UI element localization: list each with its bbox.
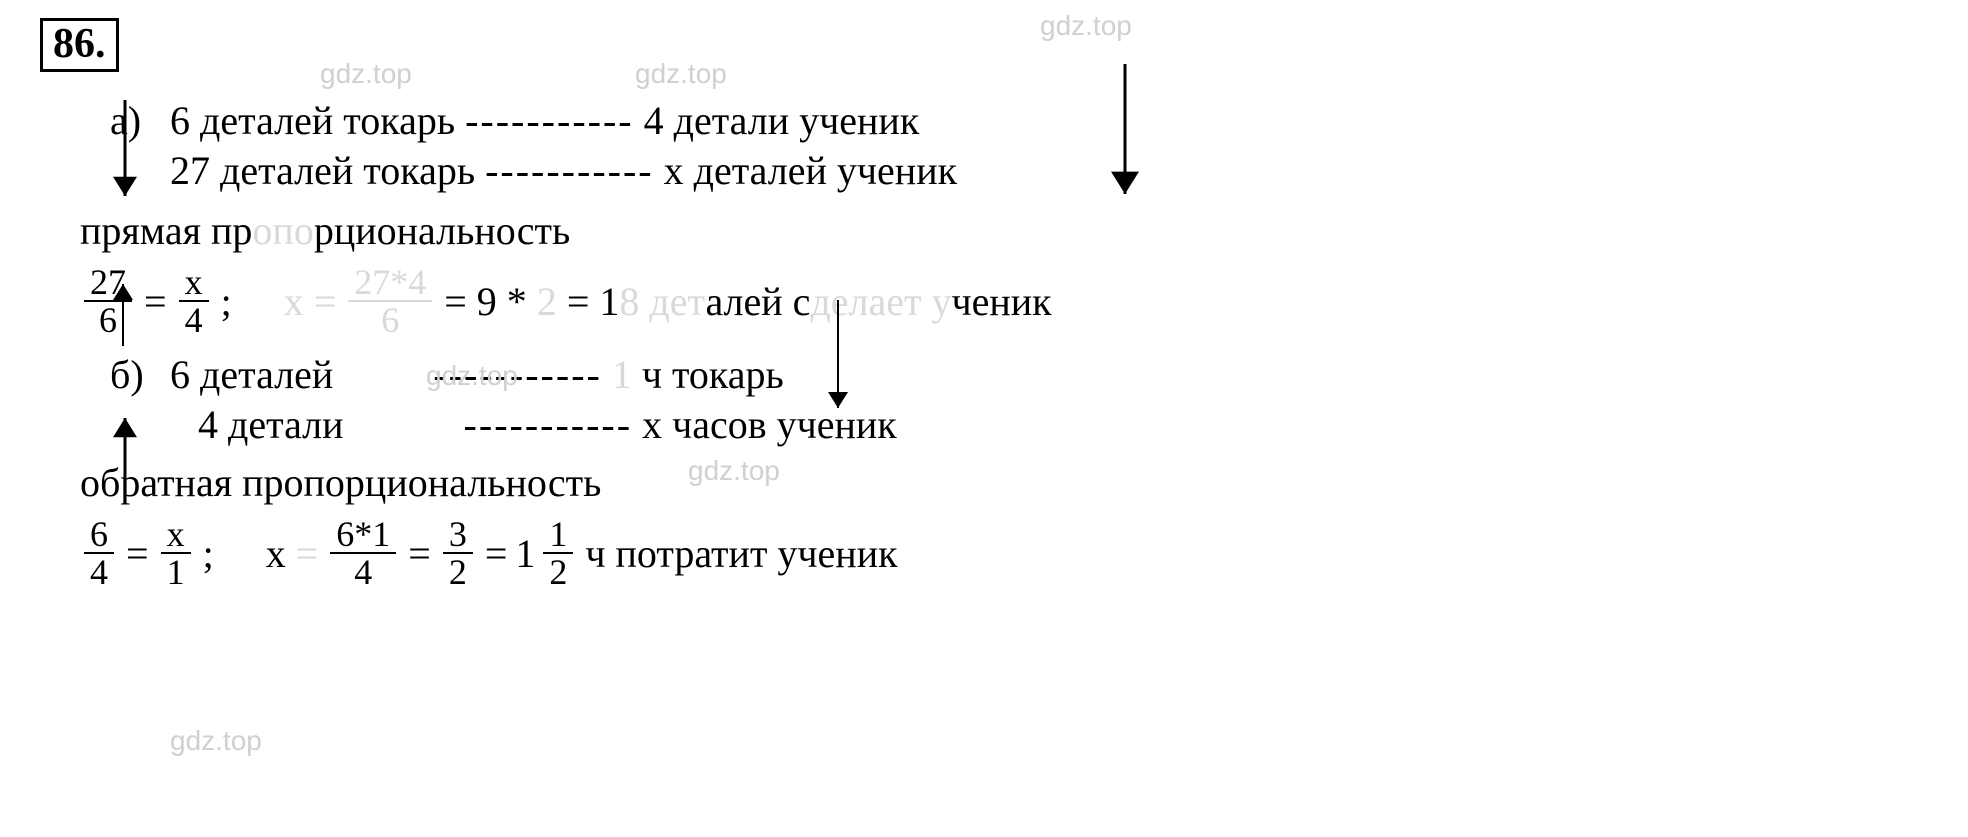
a-line2-right: х деталей ученик xyxy=(664,148,957,193)
frac-num: 27 xyxy=(84,264,132,302)
semicolon: ; xyxy=(203,530,214,577)
ghost-text: делает у xyxy=(810,279,951,324)
frac-den: 4 xyxy=(179,302,209,338)
b-line2-right: х часов ученик xyxy=(642,402,897,447)
equals-sign: = xyxy=(408,530,431,577)
mixed-whole: 1 xyxy=(515,530,535,577)
frac-num: 1 xyxy=(543,516,573,554)
a-line2-left: 27 деталей токарь xyxy=(170,148,475,193)
frac-den: 1 xyxy=(161,554,191,590)
ghost-text: опо xyxy=(252,208,313,253)
a-type-prefix: прямая пр xyxy=(80,208,252,253)
watermark: gdz.top xyxy=(320,58,412,90)
mixed-fraction: 1 1 2 xyxy=(515,516,577,590)
problem-number-box: 86. xyxy=(40,18,119,72)
frac-den: 4 xyxy=(330,554,396,590)
watermark: gdz.top xyxy=(635,58,727,90)
dash-icon: ----------- xyxy=(464,402,633,447)
b-eq-tail: ч потратит ученик xyxy=(585,530,897,577)
b-line1: б) 6 деталей ----------- 1 ч токарь xyxy=(40,354,1928,396)
frac-num: 27*4 xyxy=(348,264,432,302)
dash-icon: ----------- xyxy=(465,98,634,143)
a-label: а) xyxy=(110,100,160,142)
fraction-icon: 6 4 xyxy=(84,516,114,590)
semicolon: ; xyxy=(221,278,232,325)
b-line2-left: 4 детали xyxy=(198,402,344,447)
fraction-icon: 1 2 xyxy=(543,516,573,590)
fraction-icon: x 4 xyxy=(179,264,209,338)
frac-num: 3 xyxy=(443,516,473,554)
a-eq-result: = 9 * 2 = 18 деталей сделает ученик xyxy=(444,278,1051,325)
watermark: gdz.top xyxy=(1040,10,1132,42)
watermark: gdz.top xyxy=(170,725,262,757)
a-line1-left: 6 деталей токарь xyxy=(170,98,455,143)
fraction-icon: x 1 xyxy=(161,516,191,590)
b-line1-right-rest: ч токарь xyxy=(632,352,784,397)
frac-num: 6 xyxy=(84,516,114,554)
x-eq: x = xyxy=(266,530,319,577)
a-type-suffix: рциональность xyxy=(314,208,570,253)
eq-seg: = 1 xyxy=(567,279,620,324)
fraction-icon: 6*1 4 xyxy=(330,516,396,590)
frac-den: 2 xyxy=(443,554,473,590)
b-equation: 6 4 = x 1 ; x = 6*1 4 = 3 2 = 1 1 2 ч по… xyxy=(40,516,1928,590)
equals-sign: = xyxy=(126,530,149,577)
problem-number: 86. xyxy=(53,21,106,67)
ghost-text: 2 xyxy=(537,279,567,324)
b-line2: 4 детали ----------- х часов ученик xyxy=(40,404,1928,446)
frac-den: 4 xyxy=(84,554,114,590)
a-line1-right: 4 детали ученик xyxy=(644,98,920,143)
fraction-icon: 27 6 xyxy=(84,264,132,338)
fraction-icon: 27*4 6 xyxy=(348,264,432,338)
a-type: прямая пропорциональность xyxy=(40,210,1928,252)
ghost-x-eq: x = xyxy=(284,278,337,325)
frac-den: 6 xyxy=(84,302,132,338)
equals-sign: = xyxy=(485,530,508,577)
eq-seg: = 9 * xyxy=(444,279,527,324)
equals-sign: = xyxy=(144,278,167,325)
frac-den: 6 xyxy=(348,302,432,338)
eq-seg: ченик xyxy=(952,279,1052,324)
page-root: 86. а) 6 деталей токарь ----------- 4 де… xyxy=(0,0,1968,837)
ghost-text: 1 xyxy=(612,352,632,397)
eq-seg: алей с xyxy=(705,279,810,324)
frac-num: x xyxy=(179,264,209,302)
b-line1-left: 6 деталей xyxy=(170,352,333,397)
b-type: обратная пропорциональность xyxy=(40,462,1928,504)
frac-num: x xyxy=(161,516,191,554)
a-equation: 27 6 = x 4 ; x = 27*4 6 = 9 * 2 = 18 дет… xyxy=(40,264,1928,338)
frac-den: 2 xyxy=(543,554,573,590)
frac-num: 6*1 xyxy=(330,516,396,554)
dash-icon: ----------- xyxy=(485,148,654,193)
a-line2: 27 деталей токарь ----------- х деталей … xyxy=(40,150,1928,192)
ghost-text: дет xyxy=(649,279,705,324)
ghost-text: 8 xyxy=(619,279,639,324)
a-line1: а) 6 деталей токарь ----------- 4 детали… xyxy=(40,100,1928,142)
fraction-icon: 3 2 xyxy=(443,516,473,590)
b-label: б) xyxy=(110,354,160,396)
dash-icon: ----------- xyxy=(433,352,602,397)
